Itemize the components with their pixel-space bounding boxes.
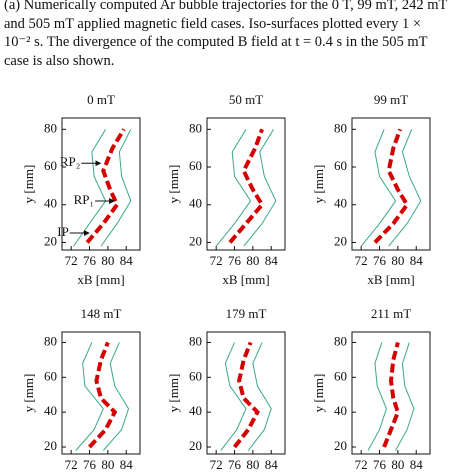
y-axis-label: y [mm] bbox=[166, 374, 181, 413]
y-tick-label: 20 bbox=[44, 233, 57, 248]
y-tick-label: 60 bbox=[44, 158, 57, 173]
x-tick-label: 76 bbox=[373, 253, 387, 268]
y-tick-label: 80 bbox=[334, 120, 347, 135]
x-tick-label: 80 bbox=[391, 253, 404, 268]
panel-title: 211 mT bbox=[371, 306, 411, 321]
x-tick-label: 80 bbox=[246, 253, 259, 268]
y-tick-label: 40 bbox=[189, 196, 202, 211]
panel-title: 99 mT bbox=[374, 92, 408, 107]
y-tick-label: 20 bbox=[334, 233, 347, 248]
plot-frame bbox=[61, 331, 141, 455]
iso-surface bbox=[75, 342, 104, 451]
y-tick-label: 80 bbox=[189, 333, 202, 348]
y-tick-label: 60 bbox=[334, 368, 347, 383]
annotation: RP₁ bbox=[74, 192, 94, 207]
iso-surface bbox=[73, 129, 107, 247]
x-tick-label: 76 bbox=[83, 253, 97, 268]
x-tick-label: 80 bbox=[101, 457, 114, 472]
y-tick-label: 80 bbox=[44, 120, 57, 135]
iso-surface bbox=[247, 342, 272, 451]
y-tick-label: 40 bbox=[44, 403, 57, 418]
y-tick-label: 60 bbox=[189, 158, 202, 173]
x-tick-label: 76 bbox=[228, 253, 242, 268]
caption-line: (a) Numerically computed Ar bubble traje… bbox=[4, 0, 448, 13]
caption-line: 10⁻² s. The divergence of the computed B… bbox=[4, 34, 428, 50]
iso-surface bbox=[367, 342, 387, 451]
x-tick-label: 76 bbox=[83, 457, 97, 472]
y-axis-label: y [mm] bbox=[311, 165, 326, 204]
panel-title: 179 mT bbox=[226, 306, 267, 321]
x-tick-label: 84 bbox=[120, 457, 134, 472]
panel-title: 148 mT bbox=[81, 306, 122, 321]
x-tick-label: 76 bbox=[228, 457, 242, 472]
caption-line: and 505 mT applied magnetic field cases.… bbox=[4, 15, 421, 32]
plot-frame bbox=[351, 331, 431, 455]
annotation: IP bbox=[57, 224, 69, 239]
x-tick-label: 72 bbox=[210, 253, 223, 268]
y-tick-label: 80 bbox=[189, 120, 202, 135]
y-tick-label: 60 bbox=[189, 368, 202, 383]
x-tick-label: 84 bbox=[265, 253, 279, 268]
x-tick-label: 76 bbox=[373, 457, 387, 472]
plot-frame bbox=[351, 117, 431, 251]
iso-surface bbox=[220, 342, 247, 451]
iso-surface bbox=[100, 129, 132, 247]
panel-title: 50 mT bbox=[229, 92, 263, 107]
x-tick-label: 72 bbox=[65, 457, 78, 472]
y-tick-label: 20 bbox=[44, 438, 57, 453]
caption: (a) Numerically computed Ar bubble traje… bbox=[4, 0, 474, 70]
plot-frame bbox=[61, 117, 141, 251]
plot-frame bbox=[206, 331, 286, 455]
x-axis-label: xB [mm] bbox=[222, 272, 269, 287]
y-tick-label: 60 bbox=[334, 158, 347, 173]
trajectory bbox=[88, 341, 118, 449]
y-axis-label: y [mm] bbox=[21, 374, 36, 413]
y-axis-label: y [mm] bbox=[166, 165, 181, 204]
x-tick-label: 84 bbox=[410, 457, 424, 472]
y-tick-label: 20 bbox=[334, 438, 347, 453]
y-tick-label: 60 bbox=[44, 368, 57, 383]
caption-line: case is also shown. bbox=[4, 52, 115, 69]
y-tick-label: 40 bbox=[334, 196, 347, 211]
iso-surface bbox=[102, 342, 130, 451]
y-axis-label: y [mm] bbox=[21, 165, 36, 204]
plot-frame bbox=[206, 117, 286, 251]
panel-title: 0 mT bbox=[87, 92, 115, 107]
x-axis-label: xB [mm] bbox=[367, 272, 414, 287]
y-tick-label: 40 bbox=[44, 196, 57, 211]
y-tick-label: 80 bbox=[44, 333, 57, 348]
y-tick-label: 40 bbox=[334, 403, 347, 418]
y-tick-label: 80 bbox=[334, 333, 347, 348]
trajectory bbox=[85, 128, 126, 244]
x-tick-label: 84 bbox=[410, 253, 424, 268]
iso-surface bbox=[215, 129, 252, 247]
x-tick-label: 84 bbox=[120, 253, 134, 268]
y-tick-label: 20 bbox=[189, 233, 202, 248]
x-axis-label: xB [mm] bbox=[77, 272, 124, 287]
trajectory bbox=[228, 128, 265, 244]
trajectory bbox=[382, 341, 401, 448]
annotation: RP₂ bbox=[60, 154, 80, 169]
iso-surface bbox=[243, 129, 277, 247]
y-tick-label: 40 bbox=[189, 403, 202, 418]
trajectory bbox=[232, 341, 260, 449]
x-tick-label: 84 bbox=[265, 457, 279, 472]
x-tick-label: 80 bbox=[391, 457, 404, 472]
x-tick-label: 72 bbox=[355, 457, 368, 472]
iso-surface bbox=[360, 129, 397, 247]
y-tick-label: 20 bbox=[189, 438, 202, 453]
trajectory bbox=[373, 128, 410, 244]
iso-surface bbox=[388, 129, 422, 247]
iso-surface bbox=[395, 342, 415, 451]
x-tick-label: 72 bbox=[355, 253, 368, 268]
y-axis-label: y [mm] bbox=[311, 374, 326, 413]
x-tick-label: 72 bbox=[210, 457, 223, 472]
x-tick-label: 80 bbox=[246, 457, 259, 472]
x-tick-label: 72 bbox=[65, 253, 78, 268]
x-tick-label: 80 bbox=[101, 253, 114, 268]
